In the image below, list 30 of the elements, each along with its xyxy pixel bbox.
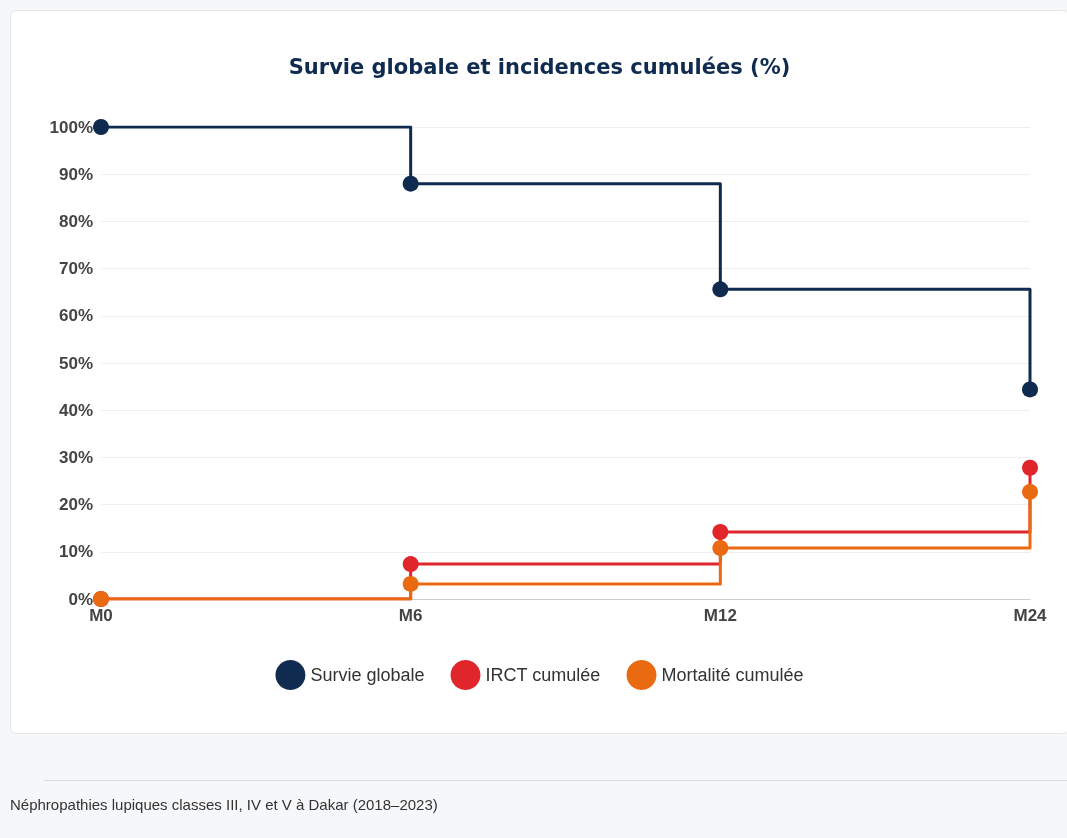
point [402, 556, 419, 573]
y-tick-label: 10% [58, 542, 93, 562]
point [1022, 459, 1038, 476]
legend-label: IRCT cumulée [485, 665, 601, 685]
x-tick-label: M6 [398, 606, 423, 625]
y-tick-label: 80% [58, 211, 93, 231]
y-tick-label: 60% [58, 306, 93, 326]
y-tick-label: 0% [68, 589, 93, 609]
y-tick-label: 100% [49, 117, 93, 137]
y-tick-label: 40% [58, 400, 93, 420]
point [402, 175, 419, 192]
point [712, 523, 729, 540]
y-tick-label: 70% [58, 259, 93, 279]
point [402, 575, 419, 592]
legend-label: Mortalité cumulée [661, 665, 804, 685]
y-tick-label: 90% [58, 164, 93, 184]
point [1022, 483, 1038, 500]
point [712, 281, 729, 298]
point [712, 540, 729, 557]
text: Néphropathies lupiques classes III, IV et V à Dakar (2018–2023) [10, 796, 438, 813]
x-tick-label: M0 [89, 606, 113, 625]
chart-title: Survie globale et incidences cumulées (%) [288, 54, 791, 79]
y-tick-label: 50% [58, 353, 93, 373]
point [93, 119, 109, 135]
point [1022, 381, 1038, 398]
y-tick-label: 20% [58, 495, 93, 515]
x-tick-label: M24 [1013, 606, 1048, 625]
y-tick-label: 30% [58, 447, 93, 467]
legend-label: Survie globale [310, 665, 425, 685]
x-tick-label: M12 [703, 606, 737, 625]
